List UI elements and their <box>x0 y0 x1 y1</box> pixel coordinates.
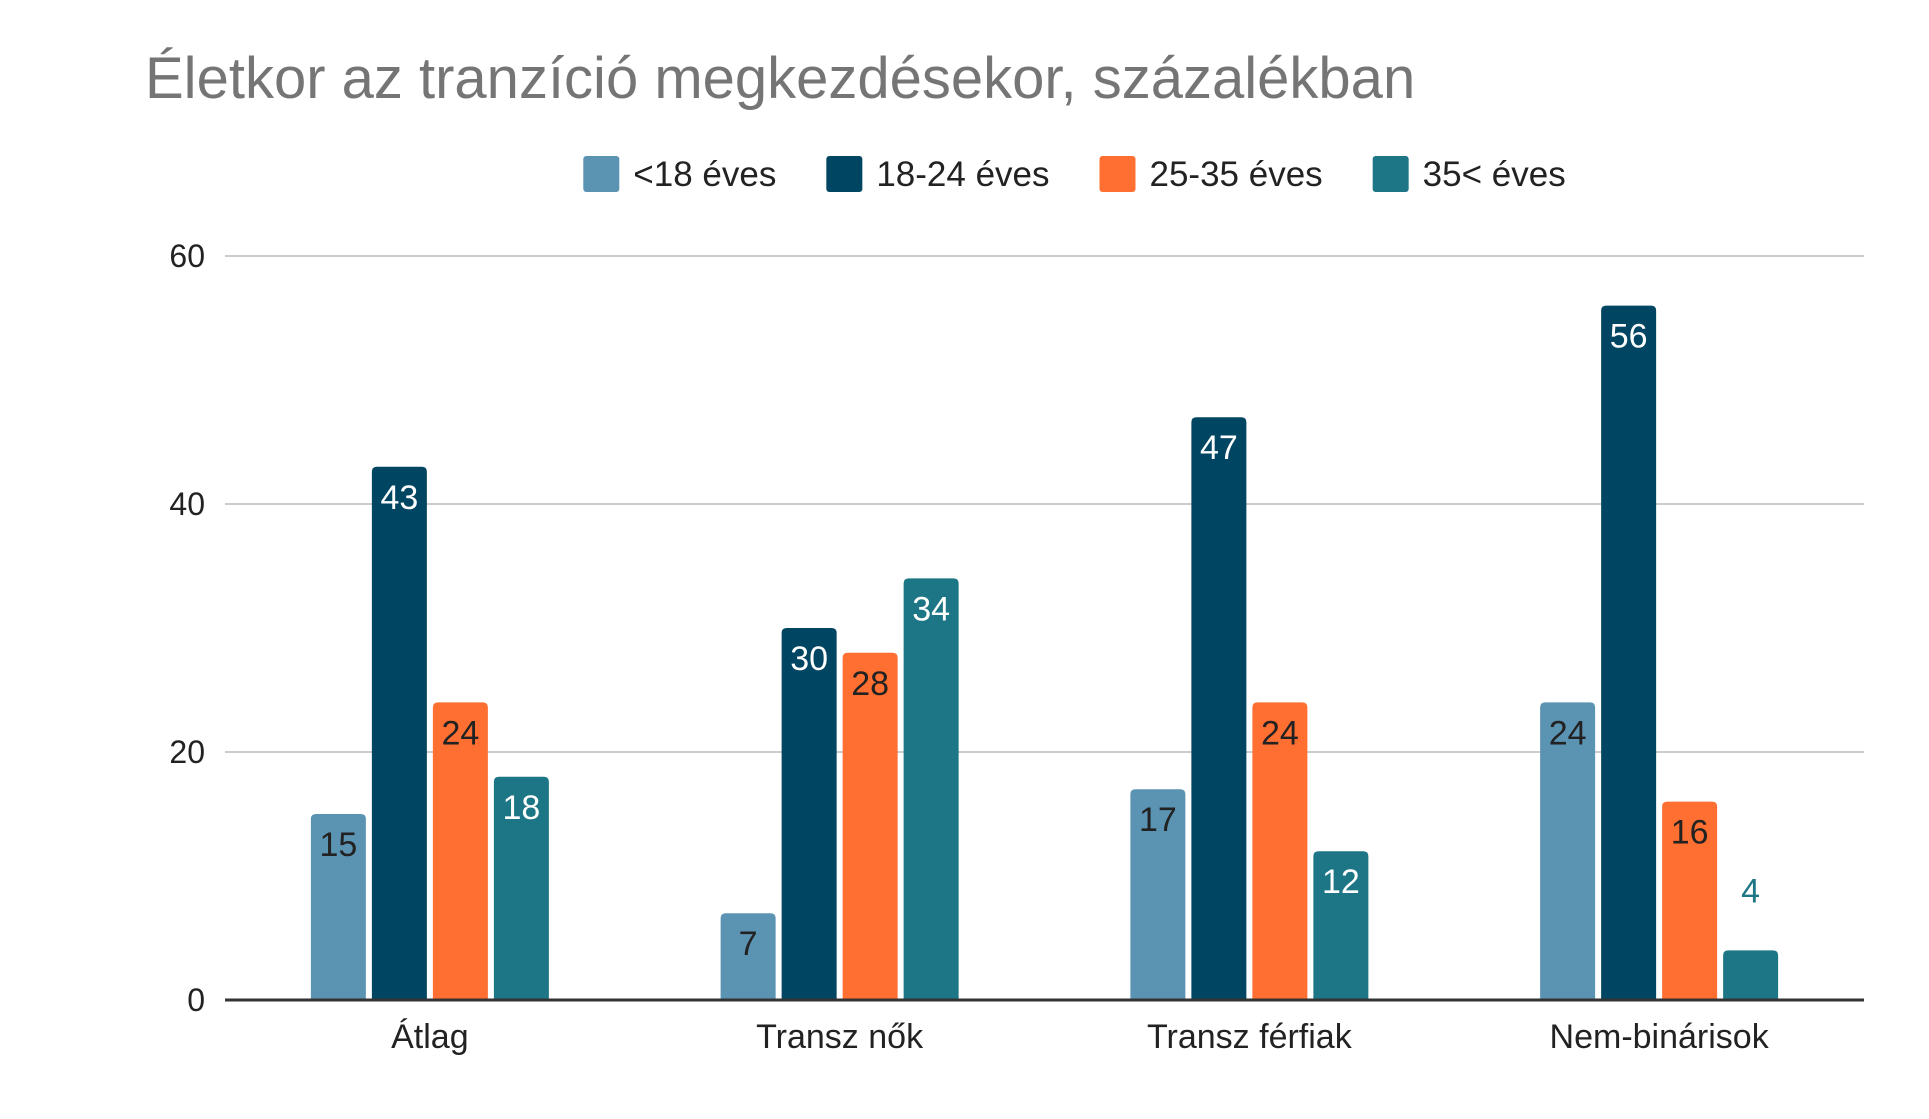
data-label: 28 <box>851 665 889 703</box>
value-labels: 15 43 24 18 7 30 28 34 17 47 24 12 24 56 16 4 <box>319 318 1760 964</box>
x-category-label: Nem-binárisok <box>1550 1018 1770 1056</box>
bar <box>1191 417 1247 1000</box>
x-category-label: Transz nők <box>756 1018 924 1056</box>
data-label: 17 <box>1139 801 1177 839</box>
data-label: 43 <box>380 479 418 517</box>
y-tick-label: 60 <box>169 238 205 274</box>
bar <box>1130 789 1186 1000</box>
bar <box>903 578 959 1000</box>
y-axis-ticks: 0 20 40 60 <box>169 238 205 1018</box>
data-label: 30 <box>790 640 828 678</box>
bar <box>432 702 488 1000</box>
legend-label: 35< éves <box>1423 155 1566 194</box>
data-label: 15 <box>319 826 357 864</box>
bar <box>781 628 837 1000</box>
bar <box>1252 702 1308 1000</box>
x-axis-categories: Átlag Transz nők Transz férfiak Nem-bináris… <box>391 1018 1770 1056</box>
data-label: 24 <box>441 714 479 752</box>
bar <box>720 913 776 1000</box>
data-label: 34 <box>912 590 950 628</box>
legend: <18 éves 18-24 éves 25-35 éves 35< éves <box>583 155 1566 194</box>
data-label: 24 <box>1549 714 1587 752</box>
bar <box>1313 851 1369 1000</box>
bar <box>1601 305 1657 1001</box>
bar <box>310 814 366 1000</box>
data-label: 4 <box>1741 872 1760 910</box>
bars <box>310 305 1779 1001</box>
chart-title: Életkor az tranzíció megkezdésekor, száz… <box>145 46 1415 111</box>
data-label: 16 <box>1671 814 1709 852</box>
bar <box>842 652 898 1000</box>
bar <box>1723 950 1779 1000</box>
bar <box>493 776 549 1000</box>
bar <box>1540 702 1596 1000</box>
legend-label: 18-24 éves <box>876 155 1049 194</box>
legend-swatch <box>826 156 863 192</box>
data-label: 12 <box>1322 863 1360 901</box>
data-label: 56 <box>1610 318 1648 356</box>
data-label: 18 <box>502 789 540 827</box>
legend-swatch <box>1099 156 1136 192</box>
y-tick-label: 0 <box>187 982 205 1018</box>
legend-label: 25-35 éves <box>1150 155 1323 194</box>
data-label: 47 <box>1200 429 1238 467</box>
legend-swatch <box>1372 156 1409 192</box>
y-tick-label: 40 <box>169 486 205 522</box>
x-category-label: Transz férfiak <box>1147 1018 1353 1056</box>
data-label: 7 <box>739 925 758 963</box>
legend-swatch <box>583 156 620 192</box>
legend-label: <18 éves <box>633 155 776 194</box>
data-label: 24 <box>1261 714 1299 752</box>
y-tick-label: 20 <box>169 734 205 770</box>
x-category-label: Átlag <box>391 1018 469 1056</box>
bar <box>371 466 427 1000</box>
bar <box>1662 801 1718 1000</box>
